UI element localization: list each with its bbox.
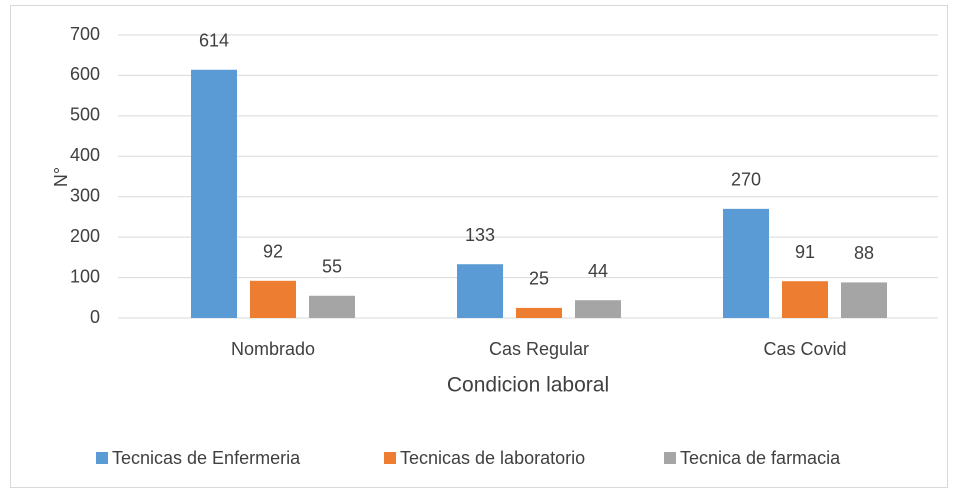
- bar: [575, 300, 621, 318]
- y-tick-label: 400: [70, 145, 100, 165]
- bar: [723, 208, 769, 318]
- x-tick-label: Cas Covid: [763, 339, 846, 359]
- data-label: 614: [199, 31, 229, 51]
- data-label: 44: [588, 261, 608, 281]
- x-axis-title: Condicion laboral: [447, 374, 609, 397]
- y-tick-label: 600: [70, 64, 100, 84]
- data-label: 133: [465, 225, 495, 245]
- legend-label: Tecnica de farmacia: [680, 448, 841, 468]
- bar: [841, 282, 887, 318]
- y-tick-label: 500: [70, 105, 100, 125]
- data-label: 88: [854, 243, 874, 263]
- y-tick-label: 300: [70, 185, 100, 205]
- y-tick-label: 100: [70, 266, 100, 286]
- legend-swatch: [384, 452, 396, 464]
- data-label: 55: [322, 257, 342, 277]
- data-label: 92: [263, 242, 283, 262]
- legend-label: Tecnicas de Enfermeria: [112, 448, 301, 468]
- chart-border: [10, 5, 948, 488]
- x-tick-label: Cas Regular: [489, 339, 589, 359]
- bar: [457, 264, 503, 318]
- data-label: 25: [529, 269, 549, 289]
- data-label: 91: [795, 242, 815, 262]
- y-tick-label: 700: [70, 24, 100, 44]
- y-axis-title: N°: [51, 167, 71, 187]
- bar: [516, 307, 562, 318]
- y-tick-label: 0: [90, 307, 100, 327]
- bar: [250, 280, 296, 318]
- bar: [191, 69, 237, 318]
- bar: [309, 295, 355, 318]
- data-label: 270: [731, 170, 761, 190]
- legend-label: Tecnicas de laboratorio: [400, 448, 585, 468]
- legend-swatch: [96, 452, 108, 464]
- y-tick-label: 200: [70, 226, 100, 246]
- x-tick-label: Nombrado: [231, 339, 315, 359]
- bar: [782, 281, 828, 318]
- legend-swatch: [664, 452, 676, 464]
